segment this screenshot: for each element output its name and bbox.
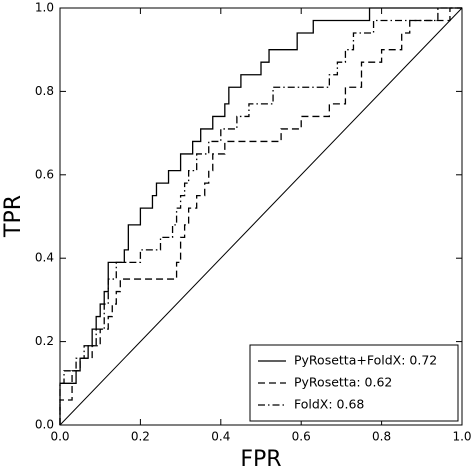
y-axis-title: TPR xyxy=(1,195,26,238)
plot-frame xyxy=(59,7,463,426)
x-tick-label: 0.6 xyxy=(292,430,311,444)
roc-line xyxy=(59,7,462,425)
legend-label: FoldX: 0.68 xyxy=(294,397,364,412)
x-tick-label: 1.0 xyxy=(452,430,471,444)
x-tick-label: 0.8 xyxy=(372,430,391,444)
y-tick-label: 0.6 xyxy=(35,167,54,181)
x-tick-label: 0.4 xyxy=(211,430,230,444)
legend-label: PyRosetta+FoldX: 0.72 xyxy=(294,353,437,368)
y-tick-label: 1.0 xyxy=(35,1,54,15)
y-tick-label: 0.4 xyxy=(35,251,54,265)
legend-label: PyRosetta: 0.62 xyxy=(294,375,392,390)
roc-line xyxy=(59,7,462,425)
x-tick-label: 0.0 xyxy=(50,430,69,444)
y-tick-label: 0.2 xyxy=(35,334,54,348)
x-axis-title: FPR xyxy=(240,447,281,471)
y-tick-label: 0.0 xyxy=(35,418,54,432)
x-tick-label: 0.2 xyxy=(131,430,150,444)
y-tick-label: 0.8 xyxy=(35,84,54,98)
reference-diagonal xyxy=(59,7,463,426)
